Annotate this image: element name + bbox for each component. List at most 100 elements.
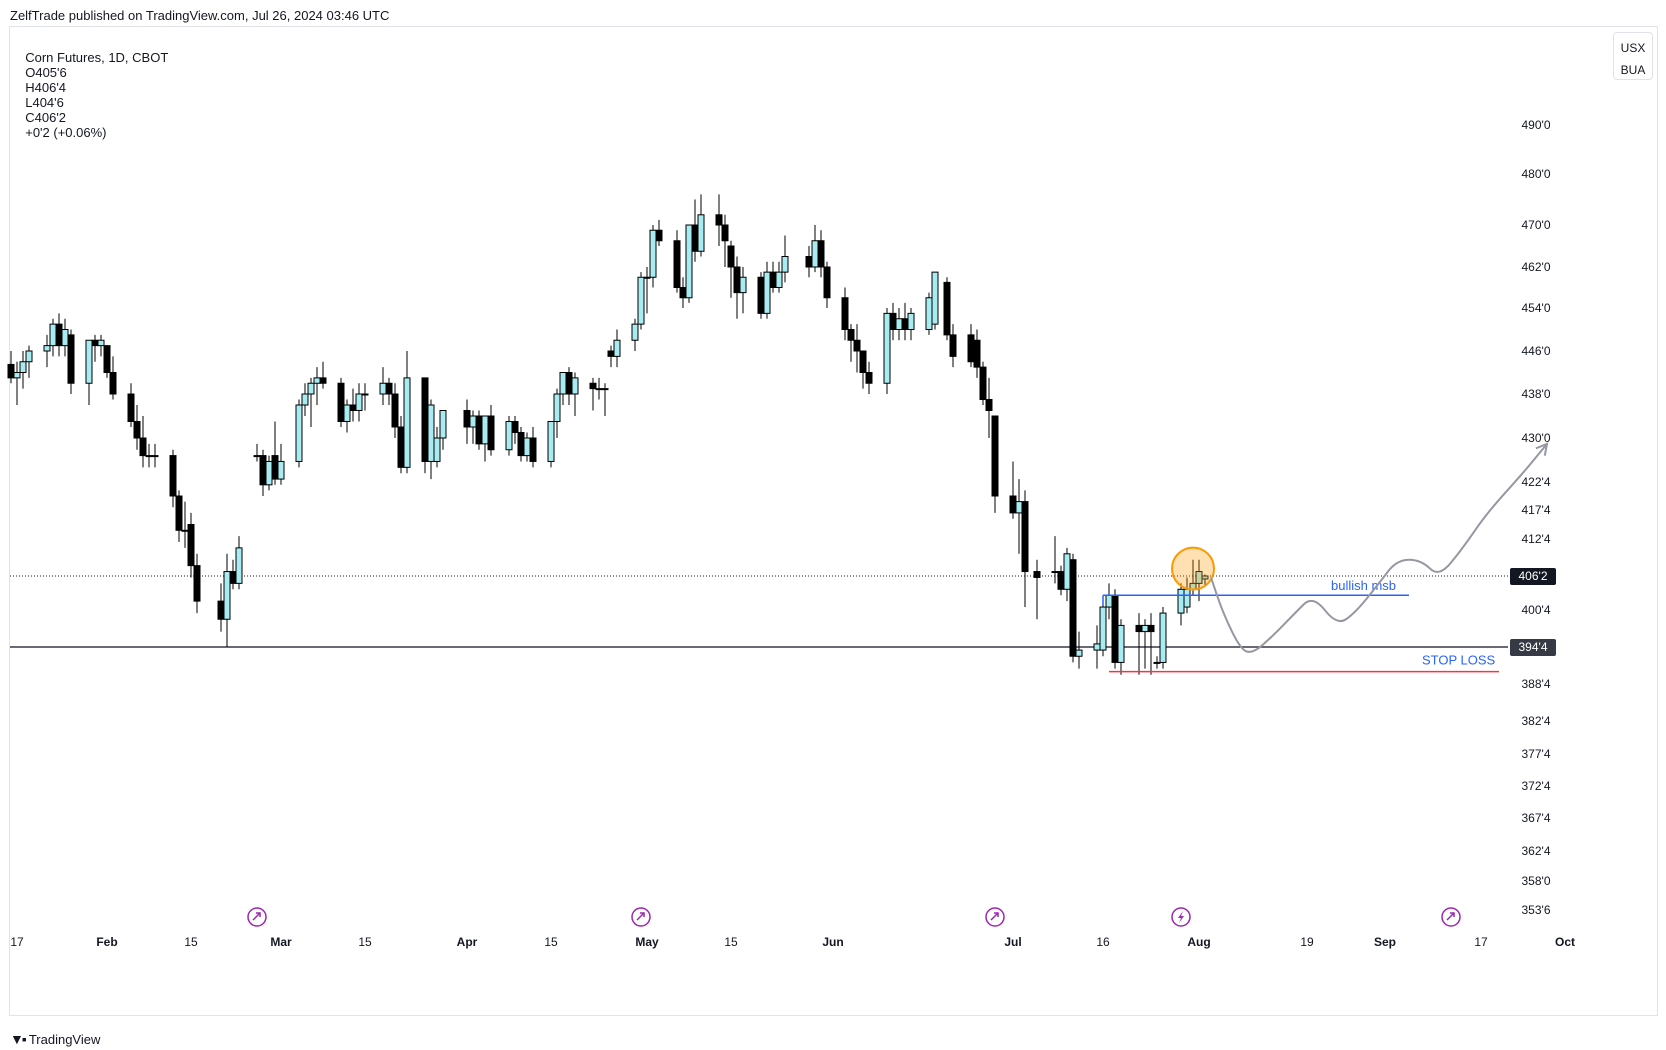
- candle-body-up: [595, 388, 603, 391]
- candle: [589, 377, 597, 411]
- candle-body-up: [931, 271, 939, 325]
- candle: [643, 267, 651, 314]
- candle: [355, 383, 363, 422]
- candle: [1033, 559, 1041, 620]
- candle: [505, 416, 513, 456]
- earnings-bolt-icon[interactable]: [1171, 907, 1191, 927]
- candle: [139, 416, 147, 468]
- last-price-tag: [1510, 567, 1556, 585]
- candle-body-down: [691, 224, 699, 252]
- candle-body-down: [889, 312, 897, 330]
- candle: [229, 559, 237, 590]
- tradingview-footer[interactable]: ▼▪ TradingView: [10, 1031, 100, 1047]
- candle-body-down: [319, 377, 327, 384]
- candle: [169, 449, 177, 508]
- legend-symbol[interactable]: Corn Futures, 1D, CBOT: [25, 50, 169, 65]
- candle-body-up: [559, 372, 567, 395]
- candle: [943, 277, 951, 341]
- candle: [1015, 479, 1023, 554]
- candle: [649, 225, 657, 288]
- candle: [853, 324, 861, 373]
- candle: [679, 277, 687, 308]
- candle-body-up: [433, 437, 441, 462]
- candle-body-down: [589, 382, 597, 390]
- candle: [421, 377, 429, 474]
- candle: [547, 421, 555, 468]
- candle-body-up: [25, 350, 33, 363]
- candle-body-down: [349, 404, 357, 411]
- price-tick-label: 388'4: [1522, 677, 1551, 691]
- candle: [301, 383, 309, 416]
- candle-body-down: [865, 372, 873, 384]
- event-icon[interactable]: [985, 907, 1005, 927]
- candle: [1021, 490, 1029, 608]
- candle-body-down: [979, 366, 987, 400]
- candle-body-up: [553, 393, 561, 422]
- currency-usx[interactable]: USX: [1620, 41, 1646, 55]
- candle-body-down: [397, 426, 405, 468]
- event-icon[interactable]: [247, 907, 267, 927]
- candle-body-up: [151, 455, 159, 458]
- candle: [805, 246, 813, 278]
- price-tick-label: 358'0: [1522, 874, 1551, 888]
- candle-body-down: [805, 256, 813, 268]
- candle: [895, 308, 903, 341]
- candle-body-down: [217, 600, 225, 620]
- candle: [811, 225, 819, 273]
- candle: [1099, 601, 1107, 657]
- candle-body-down: [817, 240, 825, 268]
- price-tick-label: 353'6: [1522, 903, 1551, 917]
- candle-body-down: [517, 432, 525, 457]
- candle-body-up: [481, 415, 489, 445]
- price-tick-label: 382'4: [1522, 714, 1551, 728]
- event-icon[interactable]: [631, 907, 651, 927]
- projection-arrowhead: [1535, 442, 1549, 456]
- price-tick-label: 480'0: [1522, 167, 1551, 181]
- candle: [1009, 461, 1017, 519]
- candle: [265, 455, 273, 491]
- candle: [691, 199, 699, 262]
- candle: [259, 449, 267, 496]
- candle: [673, 230, 681, 293]
- candle-body-up: [739, 276, 747, 294]
- price-tick-label: 367'4: [1522, 811, 1551, 825]
- candle-body-up: [811, 240, 819, 268]
- candle: [817, 230, 825, 278]
- candle: [565, 367, 573, 405]
- candle-body-down: [463, 410, 471, 428]
- candle: [145, 443, 153, 468]
- candle-body-down: [109, 372, 117, 395]
- time-tick-label: 19: [1300, 935, 1314, 949]
- drawings-layer: bullish msb STOP LOSS: [1102, 442, 1549, 673]
- candle-body-up: [775, 271, 783, 288]
- candle-body-up: [1201, 575, 1209, 580]
- candle-body-up: [1093, 643, 1101, 651]
- candle: [487, 405, 495, 456]
- candle-body-down: [727, 245, 735, 268]
- currency-selector[interactable]: USX BUA: [1613, 32, 1653, 80]
- candle: [841, 287, 849, 341]
- candle-body-up: [427, 404, 435, 462]
- candle-body-down: [565, 372, 573, 395]
- candle-body-up: [697, 214, 705, 252]
- candle-body-up: [313, 377, 321, 384]
- candle: [1111, 589, 1119, 669]
- event-icon[interactable]: [1441, 907, 1461, 927]
- candle: [427, 399, 435, 480]
- candle: [1063, 547, 1071, 602]
- time-tick-label: Apr: [457, 935, 478, 949]
- candle: [1093, 625, 1101, 669]
- candle: [133, 405, 141, 450]
- legend-change: +0'2 (+0.06%): [25, 125, 107, 140]
- candle: [607, 345, 615, 368]
- candle-body-down: [769, 271, 777, 288]
- candle-body-down: [337, 382, 345, 422]
- candle-body-down: [859, 350, 867, 373]
- candle: [223, 553, 231, 647]
- price-tick-label: 430'0: [1522, 431, 1551, 445]
- candle: [391, 383, 399, 438]
- candle: [403, 351, 411, 474]
- candle-body-up: [895, 318, 903, 330]
- currency-bua[interactable]: BUA: [1620, 63, 1646, 77]
